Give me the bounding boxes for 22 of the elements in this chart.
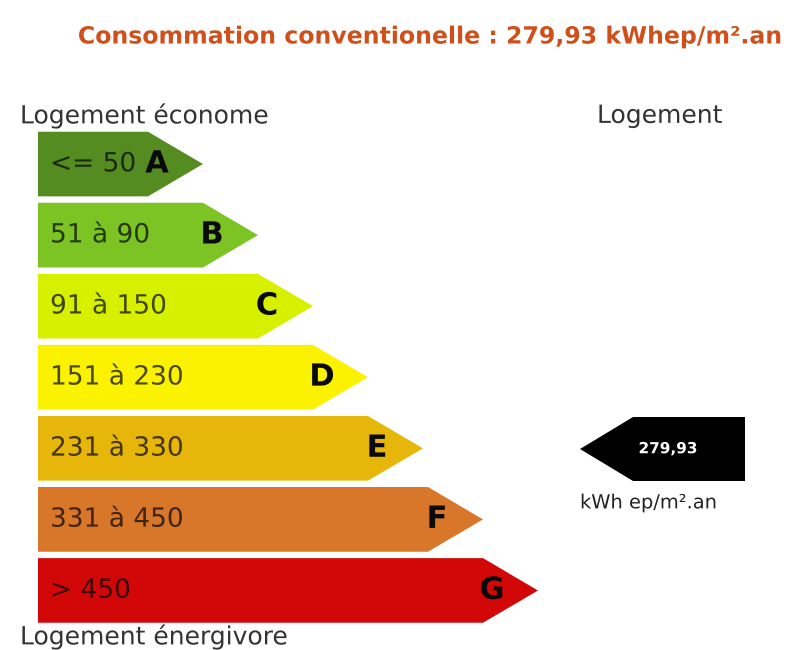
bar xyxy=(38,487,483,552)
annotation: 151 à 230 xyxy=(52,363,182,385)
annotation: 51 à 90 xyxy=(52,221,148,243)
y-tick-label: A xyxy=(145,150,169,172)
annotation: 91 à 150 xyxy=(52,292,166,314)
annotation: 331 à 450 xyxy=(52,506,182,528)
annotation: <= 50 xyxy=(52,152,134,172)
annotation: Logement énergivore xyxy=(22,624,286,650)
text: Logement xyxy=(599,104,722,128)
y-tick-label: B xyxy=(203,221,222,244)
text: 279,93 xyxy=(640,442,696,456)
y-tick-label: G xyxy=(480,576,502,600)
bar xyxy=(38,558,538,623)
y-tick-label: D xyxy=(312,363,334,386)
annotation: > 450 xyxy=(52,578,130,598)
text: kWh ep/m².an xyxy=(582,494,716,512)
chart-title: Consommation conventionelle : 279,93 kWhep/m².an xyxy=(79,26,780,48)
annotation: 231 à 330 xyxy=(52,434,182,456)
y-tick-label: F xyxy=(429,506,445,528)
y-tick-label: C xyxy=(257,292,276,316)
annotation: Logement économe xyxy=(22,103,268,129)
y-tick-label: E xyxy=(369,434,386,457)
